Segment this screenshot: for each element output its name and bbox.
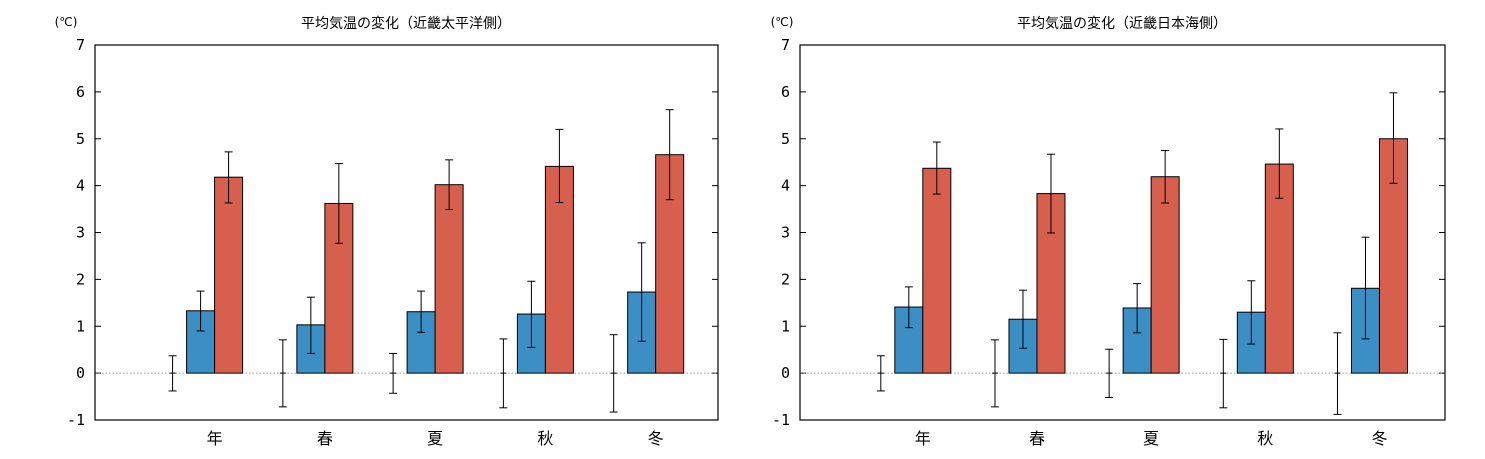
- x-category-label: 夏: [1143, 429, 1159, 448]
- x-category-label: 年: [915, 429, 931, 448]
- bar: [214, 176, 244, 374]
- y-tick-label: 4: [781, 177, 790, 195]
- chart-title: 平均気温の変化（近畿太平洋側）: [301, 15, 511, 32]
- plot-frame: [94, 44, 719, 421]
- x-category-label: 春: [317, 429, 333, 448]
- y-tick-label: 0: [76, 364, 85, 382]
- y-unit-label: (℃): [771, 15, 794, 29]
- x-category-label: 冬: [648, 429, 664, 448]
- x-category-label: 秋: [537, 429, 553, 448]
- chart-title: 平均気温の変化（近畿日本海側）: [1017, 15, 1227, 32]
- y-tick-label: 5: [76, 130, 85, 148]
- y-tick-label: 1: [76, 317, 85, 335]
- y-unit-label: (℃): [55, 15, 78, 29]
- x-category-label: 春: [1029, 429, 1045, 448]
- chart-2: 平均気温の変化（近畿日本海側） (℃) -1 0 1 2 3 4 5 6 7 年 春 夏 秋 冬: [771, 15, 1446, 448]
- bar: [922, 167, 952, 374]
- x-category-label: 秋: [1257, 429, 1273, 448]
- y-tick-label: 0: [781, 364, 790, 382]
- y-tick-label: 7: [781, 36, 790, 54]
- y-tick-label: 2: [76, 270, 85, 288]
- y-tick-label: 7: [76, 36, 85, 54]
- plot-frame: [799, 44, 1446, 421]
- y-tick-label: 5: [781, 130, 790, 148]
- x-category-label: 年: [207, 429, 223, 448]
- x-category-label: 夏: [427, 429, 443, 448]
- bar: [1122, 307, 1152, 374]
- bar: [1264, 163, 1294, 374]
- bar: [434, 184, 464, 374]
- x-category-label: 冬: [1371, 429, 1387, 448]
- y-tick-label: 2: [781, 270, 790, 288]
- y-tick-label: 4: [76, 177, 85, 195]
- bar: [1150, 176, 1180, 374]
- y-tick-label: 3: [781, 224, 790, 242]
- y-tick-label: -1: [772, 411, 790, 429]
- y-tick-label: 3: [76, 224, 85, 242]
- y-tick-label: 1: [781, 317, 790, 335]
- y-tick-label: 6: [76, 83, 85, 101]
- y-tick-label: -1: [67, 411, 85, 429]
- y-tick-label: 6: [781, 83, 790, 101]
- chart-1: 平均気温の変化（近畿太平洋側） (℃) -1 0 1 2 3 4 5 6 7 年 春 夏 秋 冬: [55, 15, 719, 448]
